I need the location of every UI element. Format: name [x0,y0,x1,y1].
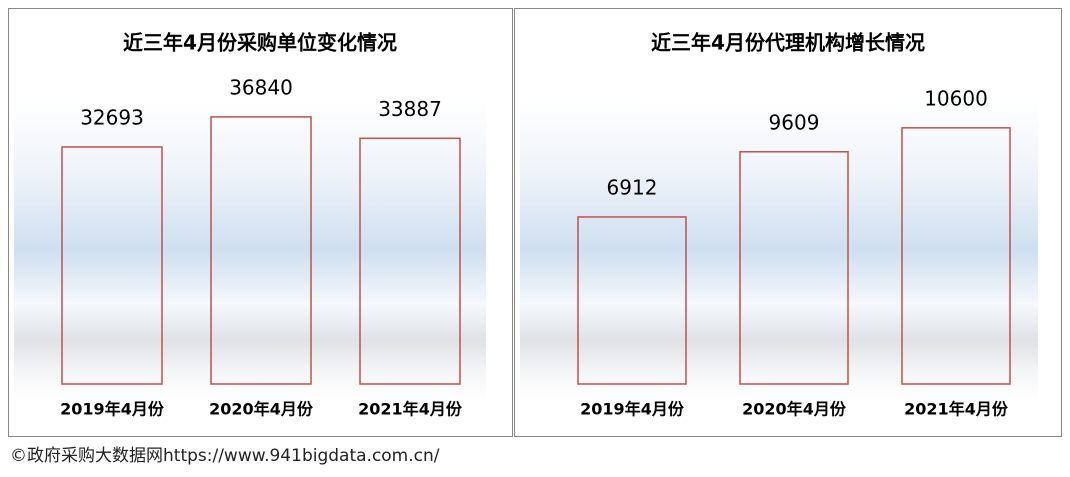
x-tick-label: 2019年4月份 [60,400,165,419]
bar [359,137,461,385]
background [520,100,1038,400]
value-label: 6912 [607,175,658,199]
footer: ©政府采购大数据网https://www.941bigdata.com.cn/ [10,446,440,466]
x-tick-label: 2020年4月份 [742,400,847,419]
bar [577,216,687,385]
x-tick-label: 2021年4月份 [358,400,463,419]
value-label: 10600 [924,86,988,110]
value-label: 33887 [378,97,442,121]
background [14,100,486,400]
chart-title: 近三年4月份采购单位变化情况 [123,31,397,55]
value-label: 36840 [229,75,293,99]
bar [210,116,312,385]
bar [61,146,163,385]
bar [739,151,849,385]
x-tick-label: 2021年4月份 [904,400,1009,419]
bar [901,127,1011,385]
x-tick-label: 2019年4月份 [580,400,685,419]
value-label: 32693 [80,105,144,129]
value-label: 9609 [769,110,820,134]
chart-title: 近三年4月份代理机构增长情况 [651,31,925,55]
x-tick-label: 2020年4月份 [209,400,314,419]
